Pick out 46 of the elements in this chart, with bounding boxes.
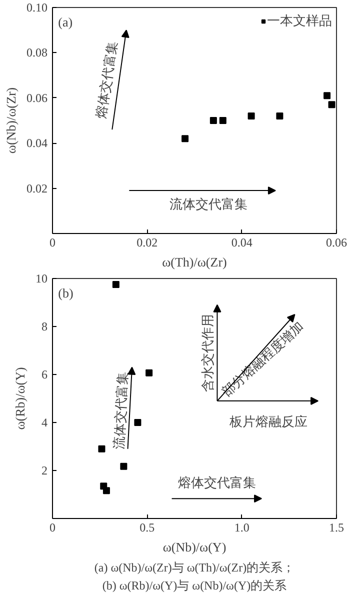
legend-label: 一本文样品	[267, 12, 332, 30]
y-tick-label: 0.04	[26, 136, 48, 150]
y-tick-label: 0.02	[26, 181, 48, 196]
annotation: (b)	[58, 286, 74, 301]
x-tick-label: 0.04	[231, 236, 252, 250]
annotation: 流体交代富集	[170, 196, 248, 212]
y-tick-label: 0.06	[26, 90, 48, 105]
y-tick-label: 4	[42, 416, 48, 430]
y-tick-label: 0.08	[26, 46, 48, 60]
point	[112, 281, 120, 288]
y-axis-title: ω(Nb)/ω(Zr)	[4, 87, 18, 154]
x-axis-title: ω(Nb)/ω(Y)	[162, 540, 226, 554]
point	[276, 112, 284, 120]
x-tick-label: 0	[50, 520, 56, 534]
point	[182, 135, 189, 142]
point	[324, 92, 331, 100]
annotation: 含水交代作用	[200, 314, 215, 392]
annotation: 熔体交代富集	[92, 40, 120, 120]
annotation: 板片熔融反应	[228, 414, 308, 429]
y-tick-label: 6	[42, 368, 48, 382]
point	[219, 117, 226, 124]
point	[328, 101, 336, 108]
x-tick-label: 0	[50, 236, 56, 250]
x-axis-title: ω(Th)/ω(Zr)	[162, 254, 227, 270]
point	[146, 369, 153, 376]
annotation: 流体交代富集	[111, 371, 130, 450]
text: (a) ω(Nb)/ω(Zr)与 ω(Th)/ω(Zr)的关系；	[94, 560, 295, 574]
x-tick-label: 0.02	[136, 236, 158, 250]
x-tick-label: 0.5	[140, 520, 155, 534]
point	[120, 462, 128, 470]
annotation: (a)	[58, 14, 73, 30]
point	[134, 419, 142, 426]
x-tick-label: 1.0	[234, 520, 250, 534]
annotation: 熔体交代富集	[178, 475, 256, 490]
y-tick-label: 10	[36, 272, 48, 286]
text: (b) ω(Rb)/ω(Y)与 ω(Nb)/ω(Y)的关系	[102, 578, 287, 592]
point	[248, 112, 255, 120]
y-tick-label: 8	[42, 320, 48, 334]
x-tick-label: 0.06	[326, 236, 347, 250]
point	[98, 445, 106, 452]
x-tick-label: 1.5	[329, 520, 344, 534]
y-tick-label: 0.10	[26, 0, 48, 14]
point	[102, 487, 110, 494]
point	[210, 117, 217, 124]
y-axis-title: ω(Rb)/ω(Y)	[12, 367, 28, 430]
y-tick-label: 2	[42, 464, 48, 478]
